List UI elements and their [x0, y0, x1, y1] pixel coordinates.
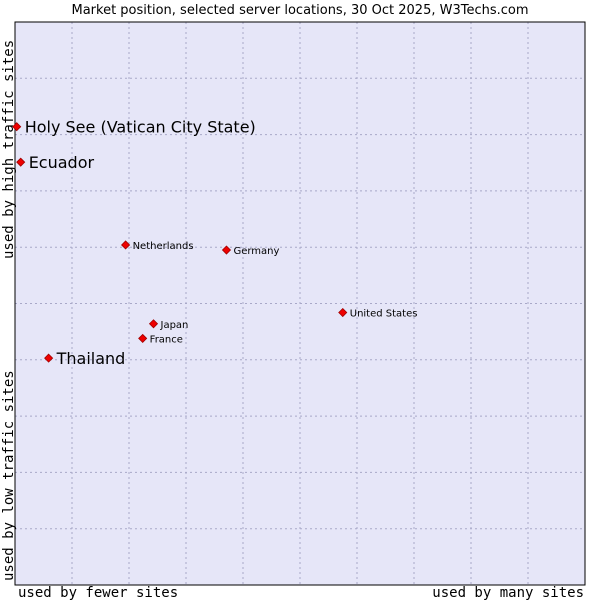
grid-lines — [15, 22, 585, 585]
marker-germany — [221, 245, 232, 255]
data-point-germany: Germany — [221, 245, 280, 257]
label-thailand: Thailand — [56, 349, 126, 368]
label-holy-see-vatican-city-state: Holy See (Vatican City State) — [25, 118, 256, 137]
marker-france — [138, 333, 148, 343]
data-point-ecuador: Ecuador — [16, 153, 95, 172]
label-united-states: United States — [350, 309, 418, 320]
marker-holy-see-vatican-city-state — [12, 122, 22, 132]
label-netherlands: Netherlands — [133, 241, 194, 252]
marker-thailand — [44, 353, 54, 363]
plot-border — [14, 21, 586, 586]
y-axis-label-high: used by high traffic sites — [1, 40, 17, 259]
data-point-netherlands: Netherlands — [121, 240, 194, 252]
marker-japan — [148, 319, 159, 329]
label-germany: Germany — [233, 246, 279, 257]
marker-ecuador — [16, 157, 26, 167]
data-point-united-states: United States — [338, 307, 418, 320]
x-axis-label-right: used by many sites — [432, 585, 584, 600]
marker-netherlands — [121, 240, 131, 250]
data-point-thailand: Thailand — [44, 349, 126, 368]
data-point-japan: Japan — [148, 319, 189, 331]
chart-title: Market position, selected server locatio… — [71, 3, 528, 18]
y-axis-label-low: used by low traffic sites — [1, 370, 17, 581]
label-ecuador: Ecuador — [29, 153, 95, 172]
x-axis-label-left: used by fewer sites — [18, 585, 178, 600]
data-points: Holy See (Vatican City State) Ecuador Neth… — [12, 118, 418, 368]
data-point-france: France — [138, 333, 183, 345]
label-france: France — [150, 334, 183, 345]
marker-united-states — [338, 307, 348, 318]
label-japan: Japan — [160, 320, 189, 331]
data-point-holy-see-vatican-city-state: Holy See (Vatican City State) — [12, 118, 256, 137]
